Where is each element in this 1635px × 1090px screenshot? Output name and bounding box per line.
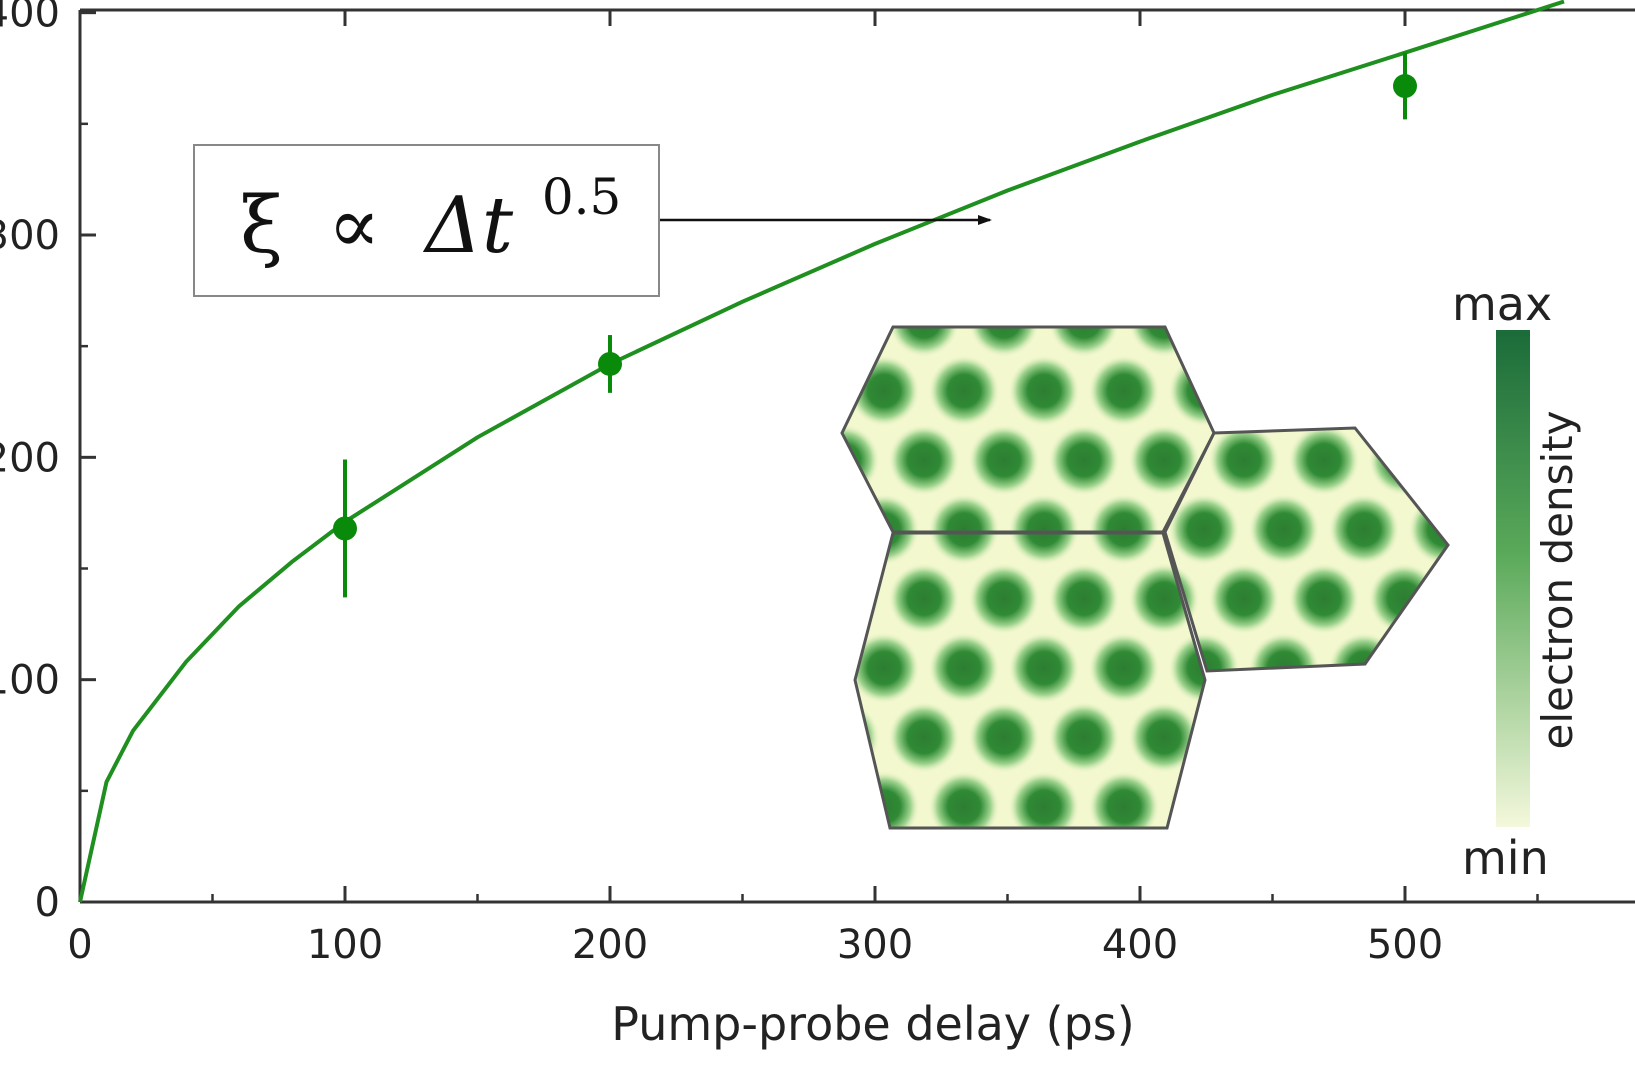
y-tick-label: 400 bbox=[0, 0, 60, 37]
lattice-inset bbox=[840, 325, 1450, 830]
lattice-grain-right bbox=[1163, 426, 1450, 673]
point-marker bbox=[598, 351, 622, 376]
x-axis-title: Pump-probe delay (ps) bbox=[611, 997, 1134, 1051]
colorbar-max-label: max bbox=[1452, 277, 1552, 331]
fit-line bbox=[78, 0, 1565, 903]
point-marker bbox=[333, 516, 357, 541]
formula-delta-t: Δt bbox=[422, 181, 513, 271]
lattice-grain-bottom bbox=[853, 531, 1207, 830]
x-tick-label: 0 bbox=[67, 922, 92, 968]
formula-relation: ∝ bbox=[328, 181, 381, 271]
colorbar-min-label: min bbox=[1462, 831, 1549, 885]
lattice-grain-top bbox=[840, 325, 1216, 534]
data-point bbox=[598, 335, 622, 393]
formula-text: ξ ∝ Δt 0.5 bbox=[240, 168, 621, 271]
x-ticks: 0 100 200 300 400 500 bbox=[67, 10, 1539, 968]
formula-symbol: ξ bbox=[240, 181, 283, 271]
colorbar: max min electron density bbox=[1452, 277, 1582, 885]
x-tick-label: 500 bbox=[1367, 922, 1443, 968]
y-tick-label: 100 bbox=[0, 658, 60, 704]
x-tick-label: 200 bbox=[572, 922, 648, 968]
data-point bbox=[1393, 52, 1417, 120]
colorbar-title: electron density bbox=[1533, 411, 1582, 750]
y-tick-label: 200 bbox=[0, 435, 60, 481]
y-ticks: 0 100 200 300 400 bbox=[0, 0, 96, 926]
x-tick-label: 400 bbox=[1102, 922, 1178, 968]
data-points bbox=[333, 52, 1417, 598]
y-tick-label: 0 bbox=[35, 880, 60, 926]
y-tick-label: 300 bbox=[0, 213, 60, 259]
point-marker bbox=[1393, 74, 1417, 99]
formula-exponent: 0.5 bbox=[542, 168, 622, 226]
colorbar-gradient bbox=[1496, 330, 1530, 827]
formula-box bbox=[193, 144, 660, 297]
formula-annotation: ξ ∝ Δt 0.5 bbox=[193, 144, 992, 297]
data-point bbox=[333, 459, 357, 598]
x-tick-label: 100 bbox=[307, 922, 383, 968]
x-tick-label: 300 bbox=[837, 922, 913, 968]
